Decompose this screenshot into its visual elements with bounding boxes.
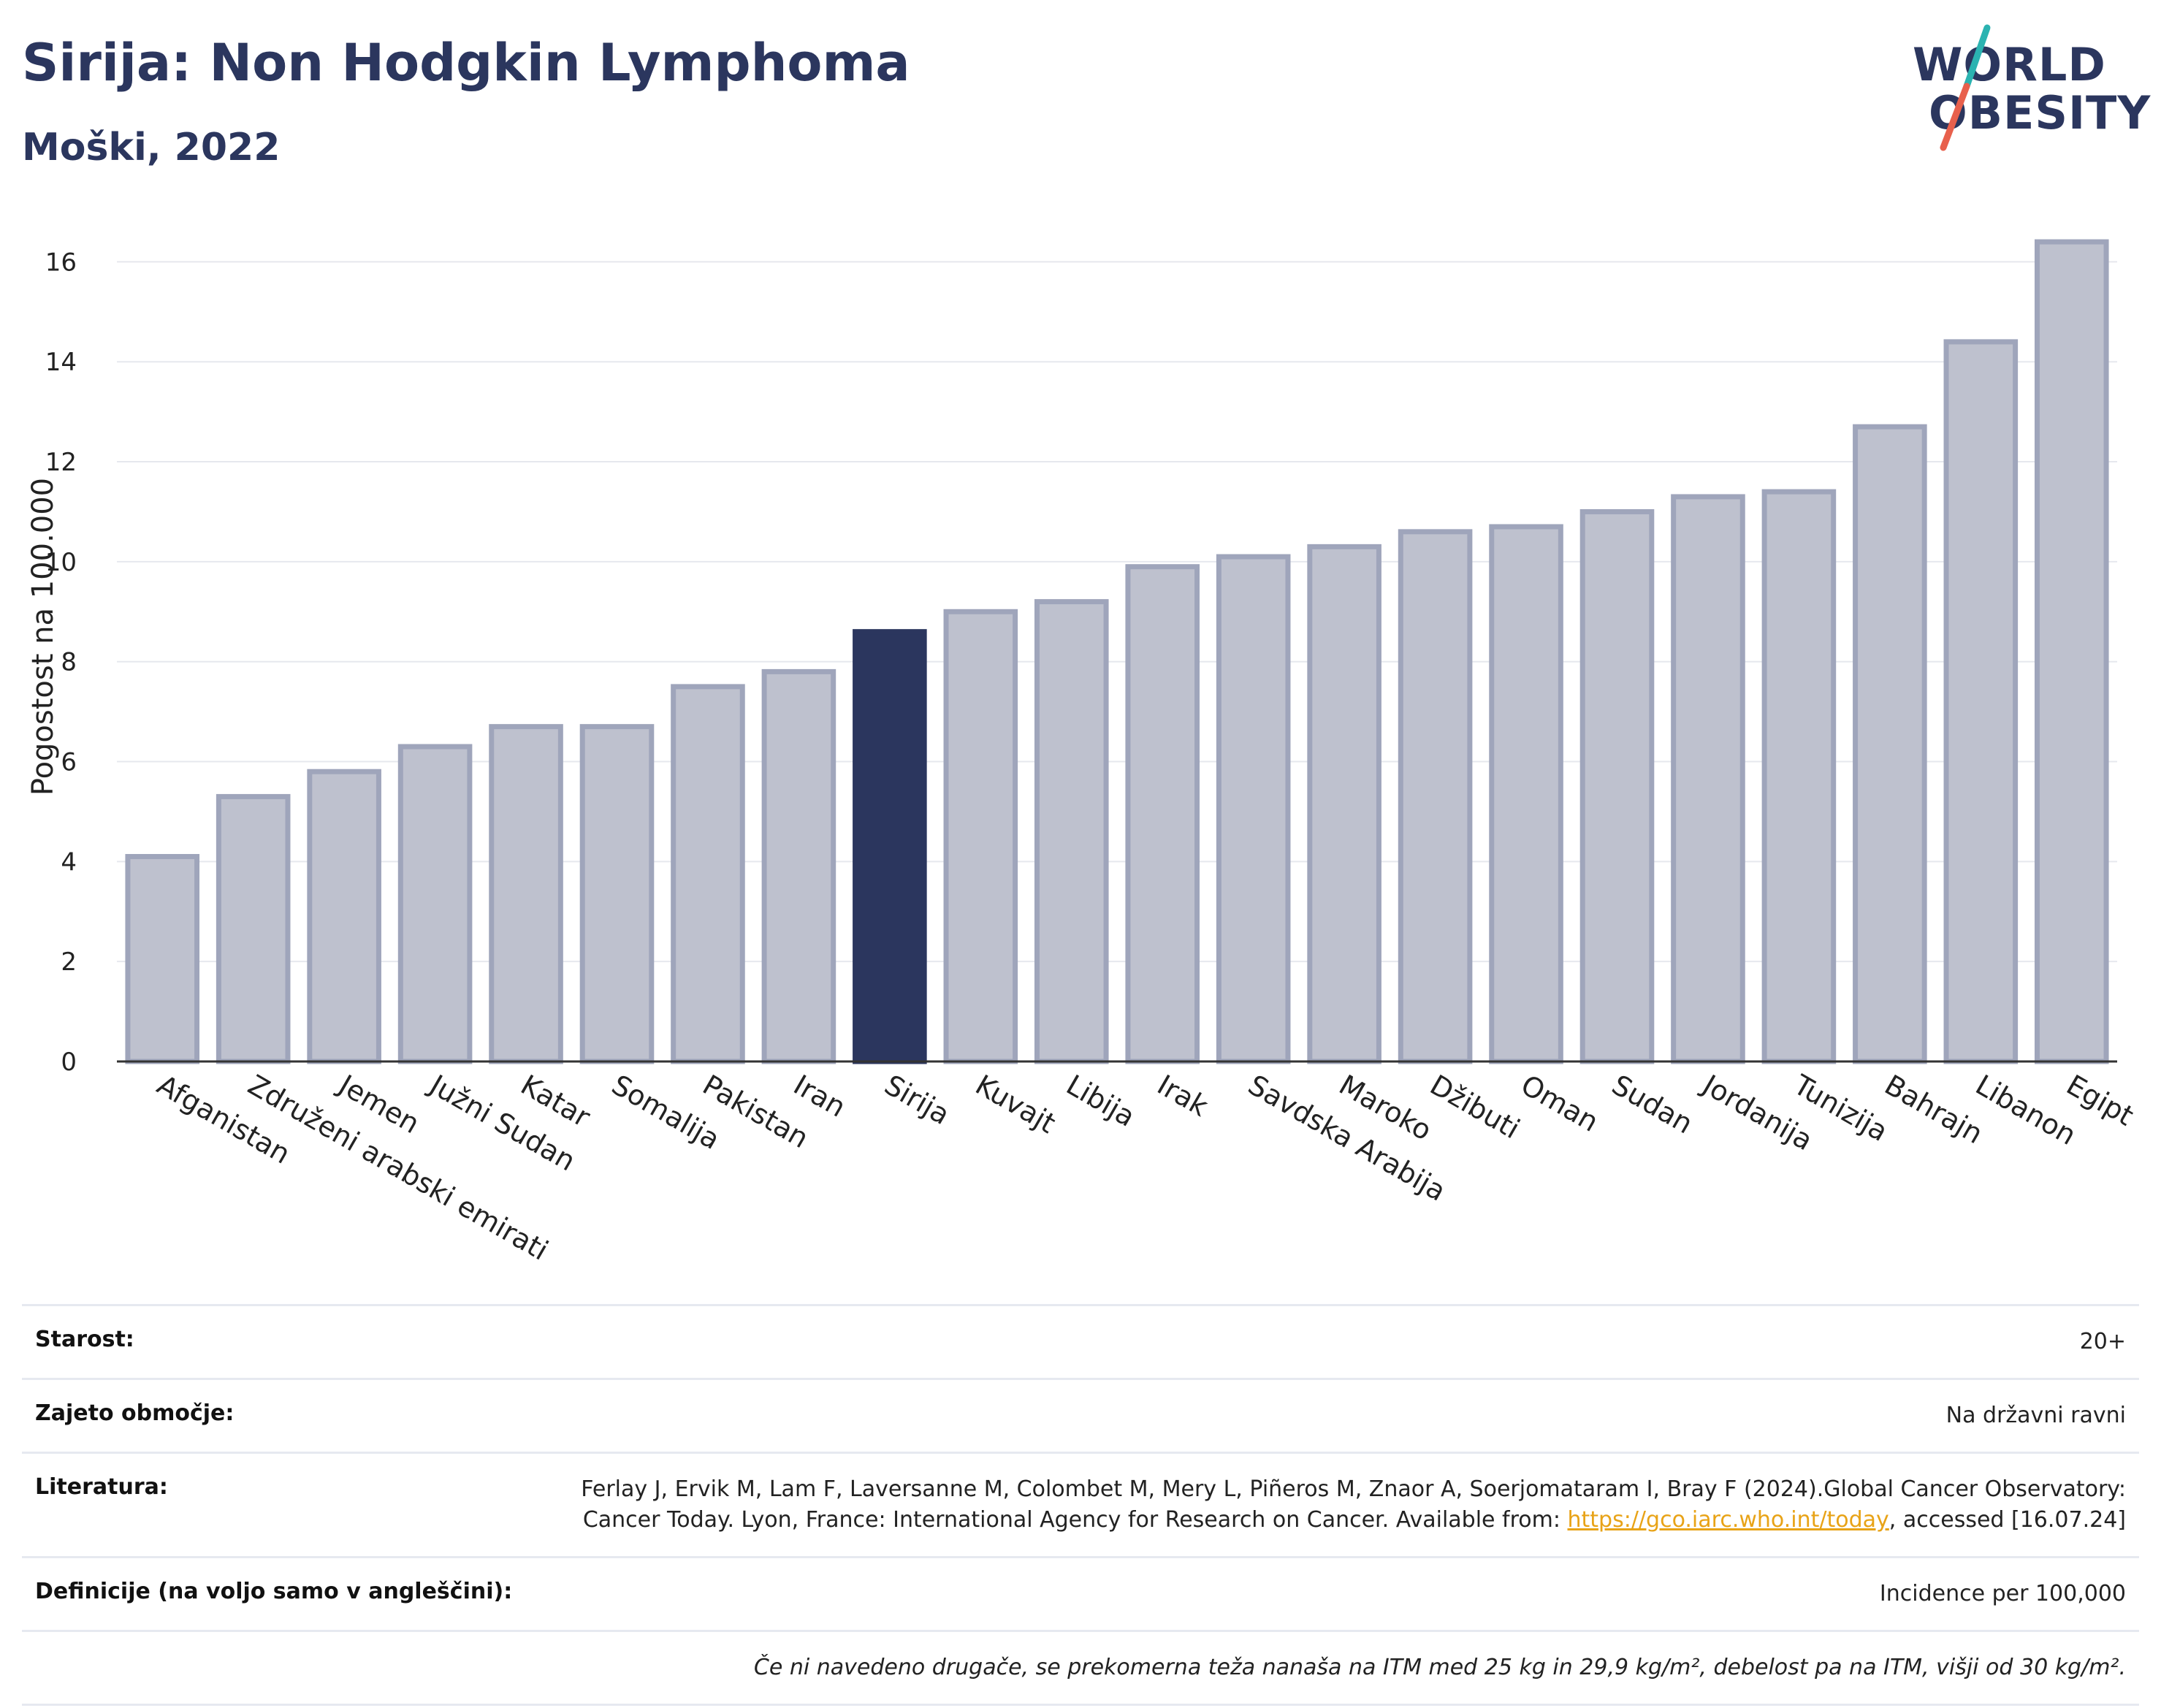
age-value: 20+ [2079,1329,2126,1354]
y-tick-label: 2 [61,948,77,977]
literature-accessed: , accessed [16.07.24] [1889,1507,2126,1533]
bar [1489,524,1563,1064]
info-row-coverage: Zajeto območje: Na državni ravni [22,1378,2139,1452]
y-tick-label: 14 [45,348,77,377]
literature-label: Literatura: [35,1474,168,1500]
y-tick-label: 16 [45,248,77,277]
x-tick-label: Libanon [1970,1069,2081,1151]
y-tick-label: 8 [61,648,77,677]
bar [216,793,291,1064]
info-row-literature: Literatura: Ferlay J, Ervik M, Lam F, La… [22,1452,2139,1556]
x-tick-label: Irak [1152,1069,1213,1123]
coverage-value: Na državni ravni [1945,1403,2126,1428]
y-axis-label: Pogostost na 100.000 [26,478,60,796]
y-tick-label: 12 [45,448,77,477]
bar [1853,424,1927,1064]
logo-slash-icon [1940,24,1991,151]
bar [397,744,473,1064]
definitions-value: Incidence per 100,000 [1879,1581,2126,1606]
y-tick-label: 10 [45,548,77,577]
info-table: Starost: 20+ Zajeto območje: Na državni … [22,1304,2139,1706]
bar [1761,489,1837,1064]
x-tick-label: Kuvajt [970,1069,1061,1140]
bar [307,769,381,1064]
info-row-age: Starost: 20+ [22,1304,2139,1378]
page-title: Sirija: Non Hodgkin Lymphoma [22,33,910,93]
x-tick-label: Sudan [1607,1069,1699,1140]
bar [1307,544,1381,1064]
bar [1216,554,1291,1064]
bar [489,724,563,1064]
age-label: Starost: [35,1327,134,1352]
bar [943,609,1018,1064]
x-tick-label: Sirija [879,1069,955,1131]
note-text: Če ni navedeno drugače, se prekomerna te… [753,1655,2126,1680]
bar [671,684,745,1064]
bar [1125,564,1200,1064]
world-obesity-logo: WORLD OBESITY [1907,22,2150,153]
literature-link[interactable]: https://gco.iarc.who.int/today [1567,1507,1889,1533]
x-tick-label: Libija [1061,1069,1140,1133]
info-row-note: Če ni navedeno drugače, se prekomerna te… [22,1630,2139,1706]
coverage-label: Zajeto območje: [35,1400,235,1426]
bar [1398,529,1473,1064]
x-tick-label: Džibuti [1425,1069,1525,1145]
literature-value: Ferlay J, Ervik M, Lam F, Laversanne M, … [546,1474,2126,1536]
x-tick-label: Iran [788,1069,851,1124]
definitions-label: Definicije (na voljo samo v angleščini): [35,1579,513,1604]
bar [2034,239,2109,1064]
bar [125,854,200,1064]
bar [1943,339,2019,1064]
x-tick-label: Bahrajn [1879,1069,1988,1151]
info-row-definitions: Definicije (na voljo samo v angleščini):… [22,1556,2139,1630]
bar [1034,599,1109,1064]
y-tick-label: 6 [61,748,77,777]
x-tick-label: Oman [1516,1069,1604,1138]
literature-text: Ferlay J, Ervik M, Lam F, Laversanne M, … [581,1476,2126,1533]
y-tick-label: 0 [61,1048,77,1077]
y-tick-label: 4 [61,847,77,877]
bar [1579,508,1655,1064]
page-subtitle: Moški, 2022 [22,126,281,169]
bar [1671,494,1745,1064]
bar-highlight [853,629,927,1064]
bar [761,668,836,1064]
bar [579,724,655,1064]
logo-word-world: WORLD [1913,38,2106,91]
